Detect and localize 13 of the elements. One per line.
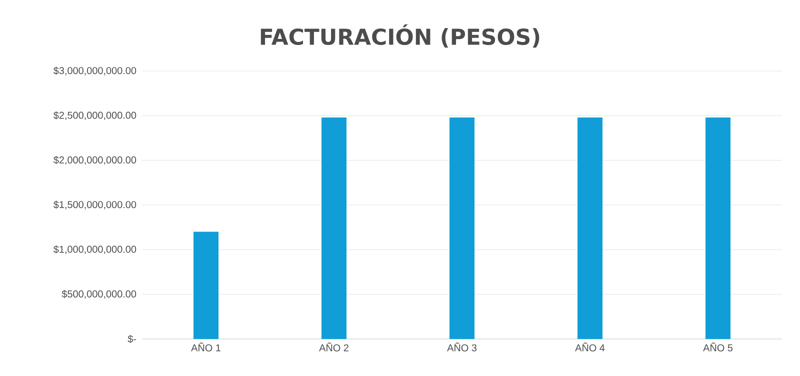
x-tick-label: AÑO 2 (319, 342, 348, 352)
y-tick-label: $1,500,000,000.00 (53, 200, 136, 210)
x-tick-label: AÑO 1 (191, 342, 220, 352)
x-tick-label: AÑO 5 (703, 342, 733, 352)
y-tick-label: $500,000,000.00 (62, 290, 136, 299)
y-tick-label: $2,000,000,000.00 (53, 156, 136, 165)
y-tick-label: $- (128, 334, 136, 344)
y-tick-label: $1,000,000,000.00 (53, 245, 136, 254)
y-tick-label: $3,000,000,000.00 (53, 66, 136, 76)
chart-title: FACTURACIÓN (PESOS) (260, 24, 540, 48)
x-tick-label: AÑO 4 (575, 342, 605, 352)
y-tick-label: $2,500,000,000.00 (53, 111, 136, 120)
x-tick-label: AÑO 3 (447, 342, 477, 352)
